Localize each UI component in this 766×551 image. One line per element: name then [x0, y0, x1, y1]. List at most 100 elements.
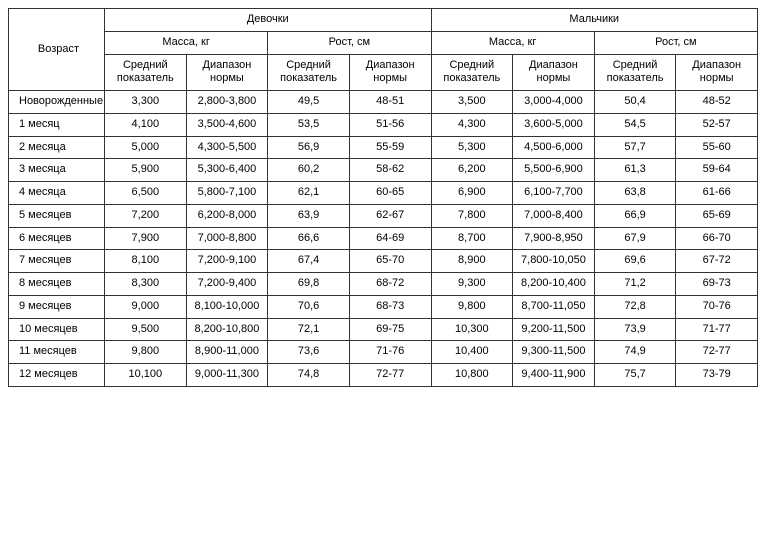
cell-boys-height-range: 48-52 — [676, 91, 758, 114]
cell-girls-height-range: 71-76 — [349, 341, 431, 364]
header-avg: Средний показатель — [105, 54, 187, 91]
cell-boys-height-avg: 61,3 — [594, 159, 676, 182]
header-boys-height: Рост, см — [594, 31, 757, 54]
cell-boys-height-range: 73-79 — [676, 364, 758, 387]
cell-boys-height-range: 61-66 — [676, 182, 758, 205]
cell-boys-mass-range: 5,500-6,900 — [513, 159, 595, 182]
table-row: 10 месяцев9,5008,200-10,80072,169-7510,3… — [9, 318, 758, 341]
cell-girls-mass-range: 5,300-6,400 — [186, 159, 268, 182]
cell-boys-mass-avg: 6,200 — [431, 159, 513, 182]
cell-girls-mass-range: 5,800-7,100 — [186, 182, 268, 205]
cell-boys-mass-range: 9,400-11,900 — [513, 364, 595, 387]
cell-age: 11 месяцев — [9, 341, 105, 364]
cell-age: 12 месяцев — [9, 364, 105, 387]
cell-boys-mass-range: 7,900-8,950 — [513, 227, 595, 250]
cell-age: 3 месяца — [9, 159, 105, 182]
table-row: 8 месяцев8,3007,200-9,40069,868-729,3008… — [9, 273, 758, 296]
cell-girls-height-avg: 67,4 — [268, 250, 350, 273]
cell-girls-height-avg: 70,6 — [268, 295, 350, 318]
cell-girls-height-avg: 72,1 — [268, 318, 350, 341]
cell-boys-height-avg: 57,7 — [594, 136, 676, 159]
cell-boys-height-avg: 74,9 — [594, 341, 676, 364]
cell-age: Новорожденные — [9, 91, 105, 114]
table-row: 12 месяцев10,1009,000-11,30074,872-7710,… — [9, 364, 758, 387]
cell-girls-height-range: 62-67 — [349, 204, 431, 227]
cell-boys-mass-avg: 10,300 — [431, 318, 513, 341]
header-girls-height: Рост, см — [268, 31, 431, 54]
cell-boys-mass-avg: 7,800 — [431, 204, 513, 227]
header-boys-mass: Масса, кг — [431, 31, 594, 54]
cell-girls-height-range: 72-77 — [349, 364, 431, 387]
cell-boys-mass-avg: 9,300 — [431, 273, 513, 296]
cell-boys-height-avg: 66,9 — [594, 204, 676, 227]
cell-boys-mass-range: 6,100-7,700 — [513, 182, 595, 205]
cell-girls-mass-avg: 5,900 — [105, 159, 187, 182]
cell-age: 2 месяца — [9, 136, 105, 159]
cell-boys-mass-range: 7,800-10,050 — [513, 250, 595, 273]
cell-girls-mass-avg: 4,100 — [105, 113, 187, 136]
cell-girls-height-range: 64-69 — [349, 227, 431, 250]
header-avg: Средний показатель — [594, 54, 676, 91]
cell-girls-height-avg: 69,8 — [268, 273, 350, 296]
cell-girls-mass-avg: 3,300 — [105, 91, 187, 114]
cell-girls-height-avg: 56,9 — [268, 136, 350, 159]
cell-girls-height-range: 48-51 — [349, 91, 431, 114]
table-row: 7 месяцев8,1007,200-9,10067,465-708,9007… — [9, 250, 758, 273]
cell-girls-height-range: 58-62 — [349, 159, 431, 182]
cell-boys-mass-avg: 8,700 — [431, 227, 513, 250]
cell-boys-height-avg: 69,6 — [594, 250, 676, 273]
header-range: Диапазон нормы — [513, 54, 595, 91]
cell-boys-height-range: 69-73 — [676, 273, 758, 296]
cell-boys-height-range: 71-77 — [676, 318, 758, 341]
cell-boys-height-range: 52-57 — [676, 113, 758, 136]
cell-girls-mass-range: 7,200-9,400 — [186, 273, 268, 296]
cell-girls-mass-avg: 6,500 — [105, 182, 187, 205]
cell-girls-height-avg: 62,1 — [268, 182, 350, 205]
header-range: Диапазон нормы — [186, 54, 268, 91]
cell-girls-mass-avg: 9,800 — [105, 341, 187, 364]
cell-girls-height-avg: 49,5 — [268, 91, 350, 114]
cell-boys-height-range: 59-64 — [676, 159, 758, 182]
header-boys: Мальчики — [431, 9, 758, 32]
table-row: Новорожденные3,3002,800-3,80049,548-513,… — [9, 91, 758, 114]
cell-girls-mass-avg: 8,100 — [105, 250, 187, 273]
cell-boys-mass-avg: 4,300 — [431, 113, 513, 136]
cell-girls-mass-range: 3,500-4,600 — [186, 113, 268, 136]
cell-girls-height-avg: 53,5 — [268, 113, 350, 136]
table-row: 1 месяц4,1003,500-4,60053,551-564,3003,6… — [9, 113, 758, 136]
header-range: Диапазон нормы — [349, 54, 431, 91]
table-row: 4 месяца6,5005,800-7,10062,160-656,9006,… — [9, 182, 758, 205]
cell-girls-height-avg: 66,6 — [268, 227, 350, 250]
cell-boys-mass-avg: 8,900 — [431, 250, 513, 273]
cell-age: 6 месяцев — [9, 227, 105, 250]
cell-boys-height-range: 72-77 — [676, 341, 758, 364]
cell-boys-height-range: 65-69 — [676, 204, 758, 227]
cell-girls-height-avg: 73,6 — [268, 341, 350, 364]
cell-girls-mass-avg: 9,000 — [105, 295, 187, 318]
cell-girls-height-range: 51-56 — [349, 113, 431, 136]
cell-girls-height-avg: 60,2 — [268, 159, 350, 182]
table-body: Новорожденные3,3002,800-3,80049,548-513,… — [9, 91, 758, 387]
cell-boys-mass-range: 7,000-8,400 — [513, 204, 595, 227]
table-row: 5 месяцев7,2006,200-8,00063,962-677,8007… — [9, 204, 758, 227]
cell-age: 7 месяцев — [9, 250, 105, 273]
cell-age: 10 месяцев — [9, 318, 105, 341]
cell-girls-mass-range: 8,100-10,000 — [186, 295, 268, 318]
cell-age: 5 месяцев — [9, 204, 105, 227]
cell-girls-height-range: 65-70 — [349, 250, 431, 273]
header-range: Диапазон нормы — [676, 54, 758, 91]
cell-boys-mass-range: 4,500-6,000 — [513, 136, 595, 159]
cell-age: 8 месяцев — [9, 273, 105, 296]
cell-boys-height-avg: 73,9 — [594, 318, 676, 341]
header-girls-mass: Масса, кг — [105, 31, 268, 54]
cell-boys-mass-avg: 6,900 — [431, 182, 513, 205]
cell-boys-mass-range: 8,200-10,400 — [513, 273, 595, 296]
cell-boys-height-range: 55-60 — [676, 136, 758, 159]
cell-boys-mass-avg: 5,300 — [431, 136, 513, 159]
cell-boys-height-range: 67-72 — [676, 250, 758, 273]
cell-boys-height-range: 70-76 — [676, 295, 758, 318]
table-header: Возраст Девочки Мальчики Масса, кг Рост,… — [9, 9, 758, 91]
cell-boys-height-range: 66-70 — [676, 227, 758, 250]
cell-boys-mass-range: 3,000-4,000 — [513, 91, 595, 114]
cell-girls-mass-range: 8,200-10,800 — [186, 318, 268, 341]
